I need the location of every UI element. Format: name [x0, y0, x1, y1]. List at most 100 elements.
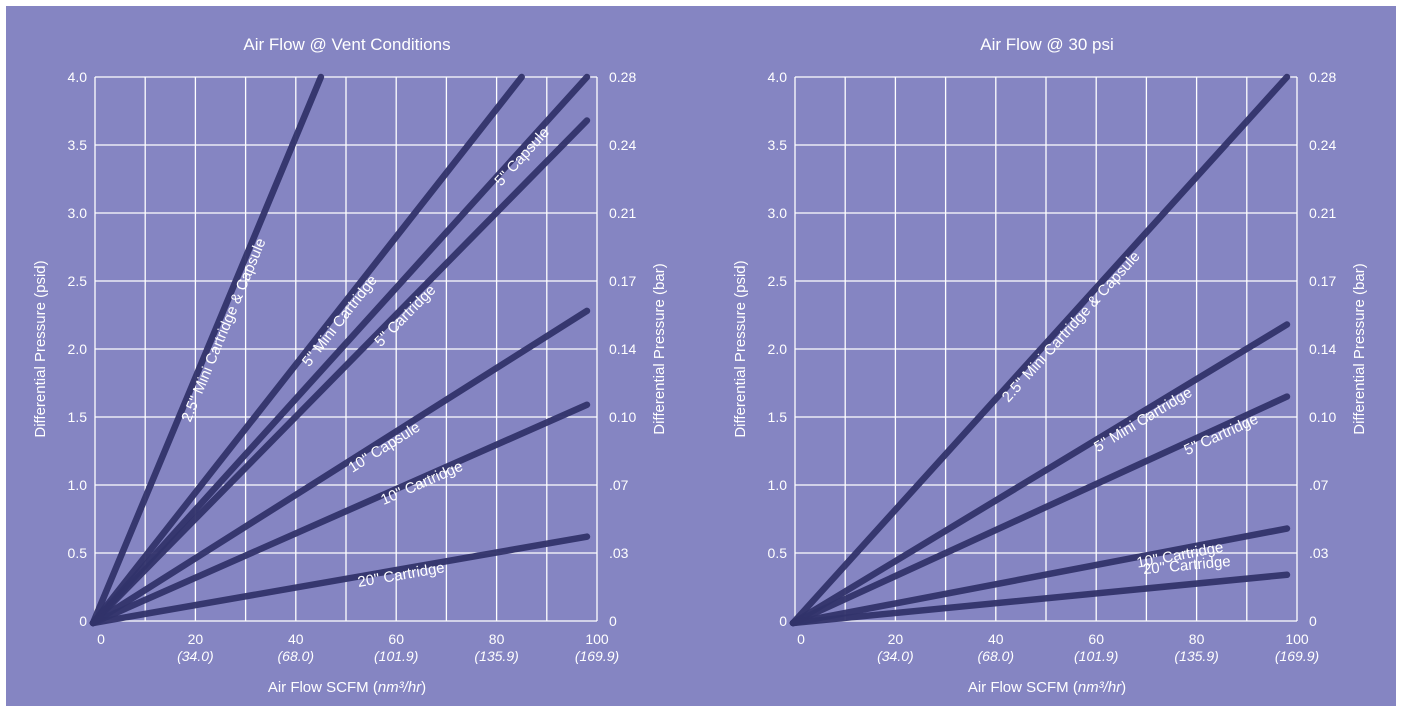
x-tick-label-secondary: (169.9) [1275, 648, 1319, 664]
y-tick-label: 2.5 [68, 273, 88, 289]
series-line [89, 73, 591, 627]
x-tick-label: 60 [388, 631, 404, 647]
series-line [89, 401, 591, 627]
y-tick-label: 0.5 [68, 545, 88, 561]
series-line [89, 307, 591, 627]
series-line [89, 117, 591, 627]
x-tick-label-secondary: (169.9) [575, 648, 619, 664]
y-tick-label-right: 0.10 [1309, 409, 1336, 425]
y-tick-label-right: 0.28 [609, 69, 636, 85]
y-axis-label: Differential Pressure (psid) [32, 260, 49, 437]
y-tick-label: 3.0 [768, 205, 788, 221]
x-tick-label: 40 [288, 631, 304, 647]
y-tick-label-right: 0.14 [1309, 341, 1336, 357]
y-tick-label-right: 0.21 [1309, 205, 1336, 221]
y-tick-label: 3.5 [68, 137, 88, 153]
series-line [789, 73, 1291, 627]
grid [794, 76, 1298, 622]
series-line [789, 393, 1291, 627]
y-tick-label-right: 0.14 [609, 341, 636, 357]
y-tick-label: 2.0 [68, 341, 88, 357]
x-axis-label-close-paren: ) [421, 679, 426, 696]
series-label: 2.5" Mini Cartridge & Capsule [178, 236, 269, 425]
y-tick-label: 3.0 [68, 205, 88, 221]
y-tick-label: 4.0 [768, 69, 788, 85]
x-tick-label-secondary: (68.0) [278, 648, 315, 664]
series-line [89, 73, 525, 627]
charts-svg: Air Flow @ Vent Conditions 0 0.5 1.0 1.5 2.0 2… [32, 35, 1368, 696]
chart-title: Air Flow @ Vent Conditions [243, 35, 450, 54]
x-tick-label: 60 [1088, 631, 1104, 647]
series-label: 5" Cartridge [371, 282, 439, 351]
x-tick-label-secondary: (101.9) [374, 648, 418, 664]
x-tick-label: 80 [489, 631, 505, 647]
y-axis-label-right: Differential Pressure (bar) [651, 263, 668, 434]
x-axis-label: Air Flow SCFM (nm³/hr) [968, 679, 1126, 696]
series-label: 5" Capsule [491, 124, 552, 189]
x-tick-label: 0 [97, 631, 105, 647]
y-axis-label: Differential Pressure (psid) [732, 260, 749, 437]
series-label: 20" Cartridge [356, 559, 445, 591]
y-tick-label-right: 0.10 [609, 409, 636, 425]
series-label: 2.5" Mini Cartridge & Capsule [999, 248, 1144, 406]
series-line [789, 525, 1291, 627]
chart-title: Air Flow @ 30 psi [980, 35, 1113, 54]
series-label: 10" Cartridge [378, 458, 465, 509]
y-tick-label-right: 0.21 [609, 205, 636, 221]
x-tick-label-secondary: (101.9) [1074, 648, 1118, 664]
x-tick-label-secondary: (135.9) [1174, 648, 1218, 664]
x-tick-label: 20 [188, 631, 204, 647]
series-label: 5" Cartridge [1181, 411, 1260, 459]
y-tick-label: 0.5 [768, 545, 788, 561]
y-tick-label: 1.0 [768, 477, 788, 493]
x-tick-label-secondary: (34.0) [877, 648, 914, 664]
y-tick-label-right: 0 [1309, 613, 1317, 629]
series-lines [89, 73, 591, 627]
y-tick-label-right: 0.24 [609, 137, 636, 153]
y-tick-label: 2.0 [768, 341, 788, 357]
y-tick-label-right: 0.24 [1309, 137, 1336, 153]
series-line [789, 321, 1291, 627]
x-axis-label-close-paren: ) [1121, 679, 1126, 696]
x-tick-label: 0 [797, 631, 805, 647]
y-tick-label: 1.0 [68, 477, 88, 493]
series-line [89, 533, 591, 627]
series-lines [789, 73, 1291, 627]
chart-canvas: Air Flow @ Vent Conditions 0 0.5 1.0 1.5 2.0 2… [6, 6, 1396, 706]
x-axis-label-text: Air Flow SCFM [968, 679, 1069, 696]
y-tick-label-right: .03 [609, 545, 629, 561]
x-tick-label: 100 [1285, 631, 1309, 647]
y-tick-label: 0 [779, 613, 787, 629]
x-axis-label-open-paren: ( [369, 679, 378, 696]
x-tick-label: 80 [1189, 631, 1205, 647]
series-line [89, 73, 325, 627]
x-tick-label: 100 [585, 631, 609, 647]
y-tick-label: 4.0 [68, 69, 88, 85]
y-tick-label: 1.5 [768, 409, 788, 425]
x-axis-label: Air Flow SCFM (nm³/hr) [268, 679, 426, 696]
x-tick-label-secondary: (68.0) [978, 648, 1015, 664]
y-axis-label-right: Differential Pressure (bar) [1351, 263, 1368, 434]
x-tick-label-secondary: (34.0) [177, 648, 214, 664]
y-tick-label-right: 0.28 [1309, 69, 1336, 85]
series-line [789, 571, 1291, 627]
series-label: 10" Capsule [345, 419, 423, 477]
x-axis-label-unit: nm³/hr [378, 679, 422, 696]
y-tick-label-right: 0.17 [1309, 273, 1336, 289]
grid [94, 76, 598, 622]
x-axis-label-text: Air Flow SCFM [268, 679, 369, 696]
y-tick-label: 3.5 [768, 137, 788, 153]
y-tick-label-right: .03 [1309, 545, 1329, 561]
y-tick-label: 1.5 [68, 409, 88, 425]
x-axis-label-unit: nm³/hr [1078, 679, 1122, 696]
y-tick-label-right: 0 [609, 613, 617, 629]
y-tick-label-right: .07 [1309, 477, 1329, 493]
y-tick-label: 2.5 [768, 273, 788, 289]
y-tick-label: 0 [79, 613, 87, 629]
x-tick-label: 20 [888, 631, 904, 647]
x-tick-label-secondary: (135.9) [474, 648, 518, 664]
chart-1: Air Flow @ Vent Conditions 0 0.5 1.0 1.5 2.0 2… [32, 35, 668, 696]
y-tick-label-right: 0.17 [609, 273, 636, 289]
x-tick-label: 40 [988, 631, 1004, 647]
